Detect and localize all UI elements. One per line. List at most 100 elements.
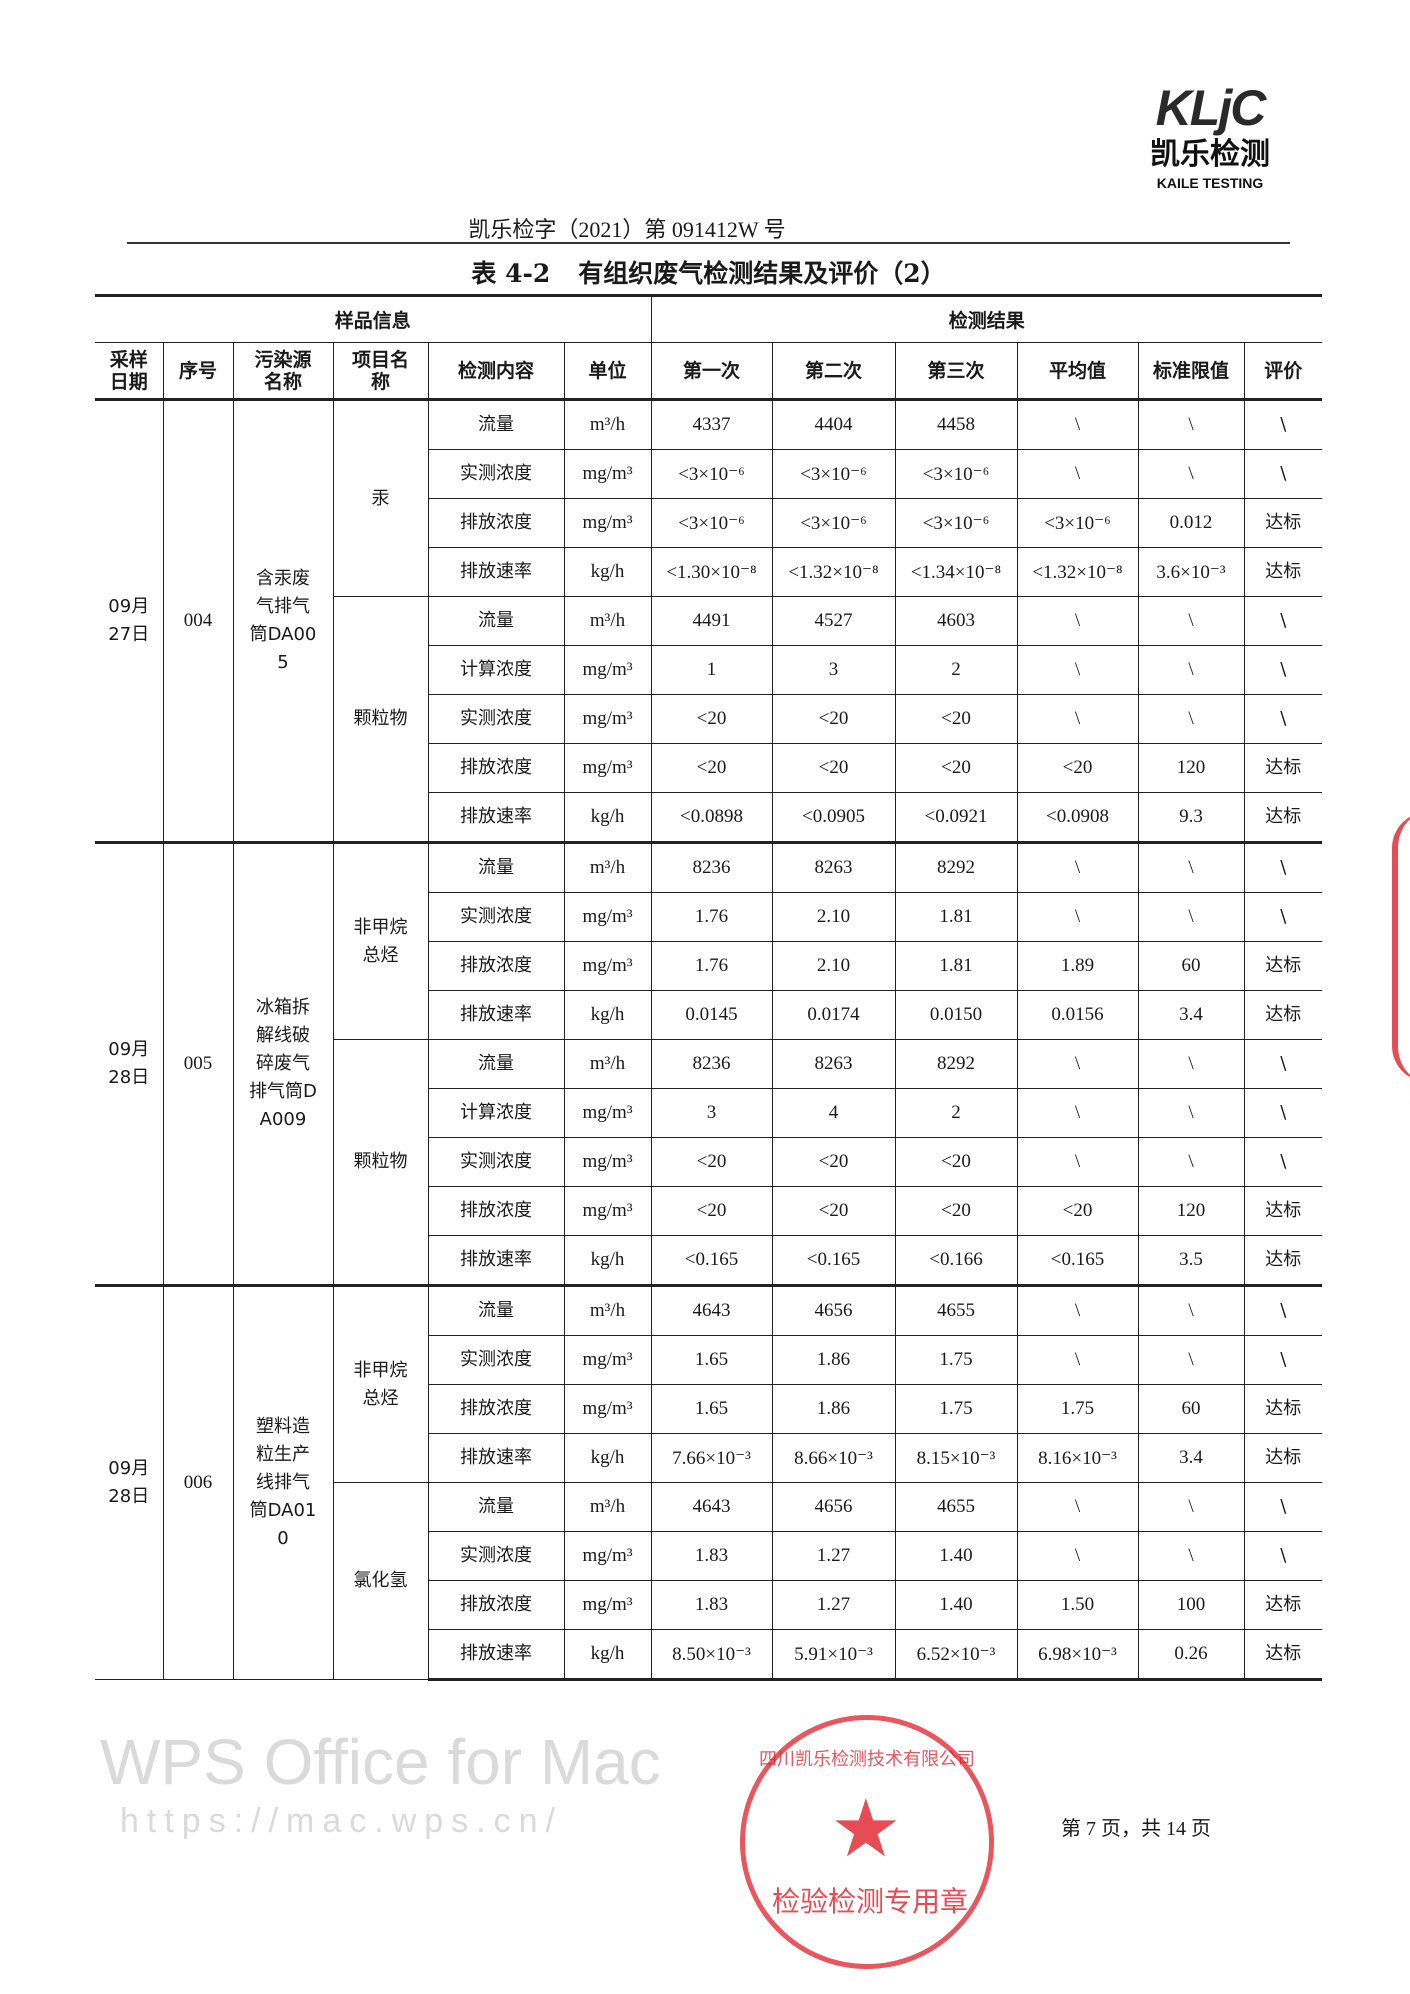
sampling-date: 09月28日 [95, 841, 164, 1286]
third: 1.40 [894, 1531, 1018, 1581]
first: 4337 [650, 399, 773, 450]
first: 4491 [650, 596, 773, 646]
evaluation: \ [1243, 1335, 1323, 1385]
table-row: 09月28日 006 塑料造粒生产线排气筒DA010 非甲烷总烃 流量 m³/h 4643 4… [95, 1284, 1323, 1680]
second: 3 [771, 645, 896, 695]
evaluation: \ [1243, 596, 1323, 646]
average: <20 [1016, 1186, 1139, 1236]
table-number: 表 4-2 [471, 259, 551, 288]
table-row: 09月27日 004 含汞废气排气筒DA005 汞流量 m³/h 4337 4404 4458… [95, 399, 1323, 843]
item-name: 非甲烷总烃 [332, 841, 429, 1040]
standard-limit: 3.4 [1137, 1433, 1245, 1483]
second: 1.86 [771, 1335, 896, 1385]
first: 3 [650, 1088, 773, 1138]
standard-limit: 100 [1137, 1580, 1245, 1630]
second: 4656 [771, 1284, 896, 1336]
header-sampling-date: 采样日期 [95, 342, 164, 401]
average: \ [1016, 1137, 1139, 1187]
unit: mg/m³ [563, 498, 652, 548]
header-unit: 单位 [563, 342, 652, 401]
standard-limit: 60 [1137, 941, 1245, 991]
test-content: 排放速率 [428, 1433, 565, 1483]
first: 7.66×10⁻³ [650, 1433, 773, 1483]
table-row: 实测浓度 mg/m³ 1.83 1.27 1.40 \ \ \ [95, 1531, 1323, 1581]
test-content: 排放速率 [428, 990, 565, 1040]
test-content: 排放速率 [428, 1629, 565, 1681]
average: \ [1016, 399, 1139, 450]
evaluation: 达标 [1243, 547, 1323, 597]
test-content: 实测浓度 [428, 449, 565, 499]
group-header-results: 检测结果 [650, 294, 1323, 343]
unit: mg/m³ [563, 1384, 652, 1434]
watermark-line1: WPS Office for Mac [100, 1726, 661, 1798]
table-row: 排放浓度 mg/m³ 1.83 1.27 1.40 1.50 100 达标 [95, 1580, 1323, 1630]
second: 4527 [771, 596, 896, 646]
standard-limit: \ [1137, 1039, 1245, 1089]
table-row: 颗粒物 流量 m³/h 4491 4527 4603 \ \ \ [95, 596, 1323, 843]
standard-limit: \ [1137, 1137, 1245, 1187]
evaluation: \ [1243, 1531, 1323, 1581]
table-row: 实测浓度 mg/m³ <20 <20 <20 \ \ \ [95, 1137, 1323, 1187]
average: \ [1016, 1039, 1139, 1089]
header-third: 第三次 [894, 342, 1018, 401]
header-first: 第一次 [650, 342, 773, 401]
first: 1.65 [650, 1384, 773, 1434]
evaluation: \ [1243, 1482, 1323, 1532]
evaluation: \ [1243, 1284, 1323, 1336]
logo-chinese-name: 凯乐检测 [1150, 137, 1270, 172]
standard-limit: 60 [1137, 1384, 1245, 1434]
average: \ [1016, 694, 1139, 744]
evaluation: 达标 [1243, 743, 1323, 793]
average: \ [1016, 1482, 1139, 1532]
average: \ [1016, 841, 1139, 893]
table-row: 计算浓度 mg/m³ 3 4 2 \ \ \ [95, 1088, 1323, 1138]
first: 4643 [650, 1284, 773, 1336]
table-row: 排放浓度 mg/m³ 1.76 2.10 1.81 1.89 60 达标 [95, 941, 1323, 991]
second: 4656 [771, 1482, 896, 1532]
third: 1.75 [894, 1335, 1018, 1385]
first: 1.65 [650, 1335, 773, 1385]
standard-limit: 3.5 [1137, 1235, 1245, 1286]
second: <3×10⁻⁶ [771, 498, 896, 548]
table-row: 计算浓度 mg/m³ 1 3 2 \ \ \ [95, 645, 1323, 695]
second: <0.0905 [771, 792, 896, 843]
second: 2.10 [771, 941, 896, 991]
test-content: 流量 [427, 399, 565, 450]
third: <3×10⁻⁶ [894, 449, 1018, 499]
serial-no: 006 [162, 1284, 234, 1680]
table-row: 排放速率 kg/h <0.165 <0.165 <0.166 <0.165 3.5 达标 [95, 1235, 1323, 1286]
unit: kg/h [563, 547, 652, 597]
average: 1.89 [1016, 941, 1139, 991]
item-name: 颗粒物 [333, 1039, 429, 1286]
logo-mark: KLjC [1155, 80, 1267, 136]
test-content: 实测浓度 [428, 1531, 565, 1581]
third: <20 [894, 1137, 1018, 1187]
table-row: 氯化氢 流量 m³/h 4643 4656 4655 \ \ \ [95, 1482, 1323, 1680]
first: 8236 [650, 841, 773, 893]
third: 8292 [894, 1039, 1018, 1089]
evaluation: \ [1243, 645, 1323, 695]
evaluation: \ [1243, 1039, 1323, 1089]
average: 8.16×10⁻³ [1016, 1433, 1139, 1483]
first: <0.165 [650, 1235, 773, 1286]
first: <3×10⁻⁶ [650, 449, 773, 499]
second: 4404 [771, 399, 896, 450]
standard-limit: \ [1137, 1284, 1245, 1336]
header-standard-limit: 标准限值 [1137, 342, 1245, 401]
first: <1.30×10⁻⁸ [650, 547, 773, 597]
unit: mg/m³ [563, 645, 652, 695]
third: 2 [894, 645, 1018, 695]
average: \ [1016, 449, 1139, 499]
standard-limit: 3.6×10⁻³ [1137, 547, 1245, 597]
table-row: 排放速率 kg/h 8.50×10⁻³ 5.91×10⁻³ 6.52×10⁻³ 6.98×… [95, 1629, 1323, 1681]
test-content: 流量 [427, 841, 565, 893]
evaluation: 达标 [1243, 1629, 1323, 1681]
average: 1.75 [1016, 1384, 1139, 1434]
unit: kg/h [563, 1235, 652, 1286]
average: \ [1016, 645, 1139, 695]
test-content: 流量 [427, 596, 565, 646]
evaluation: 达标 [1243, 1580, 1323, 1630]
unit: mg/m³ [563, 694, 652, 744]
evaluation: \ [1243, 1088, 1323, 1138]
unit: m³/h [563, 1039, 652, 1089]
